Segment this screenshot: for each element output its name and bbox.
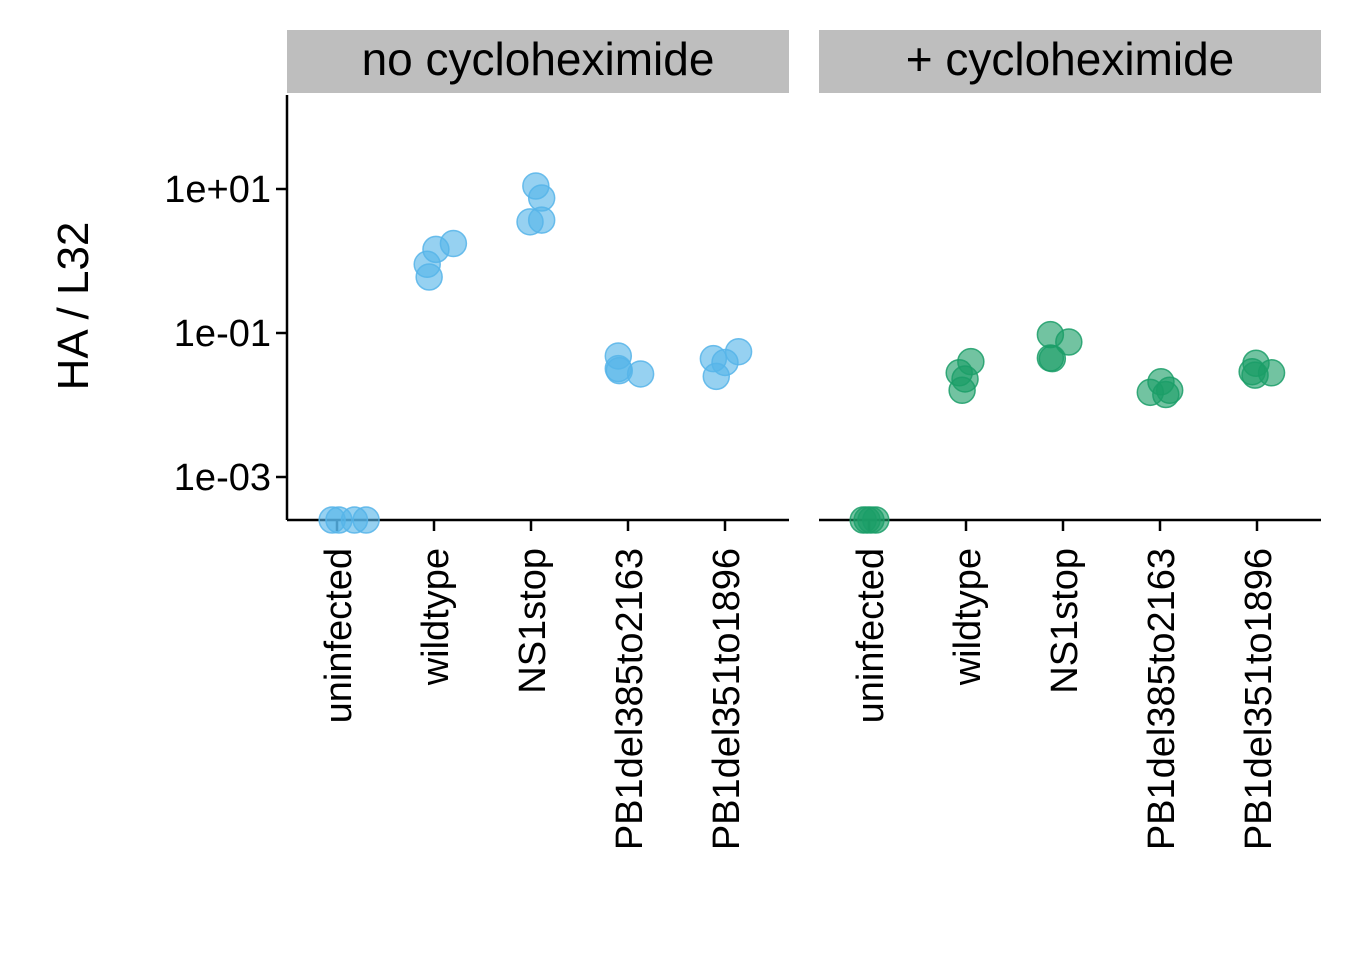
facet-strip [819, 30, 1321, 93]
y-tick-label: 1e-03 [174, 457, 271, 499]
data-point [1152, 380, 1180, 409]
x-tick-label: PB1del351to1896 [706, 548, 748, 850]
data-point [415, 263, 443, 291]
data-point [1055, 328, 1083, 356]
y-axis-label: HA / L32 [49, 222, 98, 391]
x-tick-label: PB1del385to2163 [609, 548, 651, 850]
y-tick-label: 1e-01 [174, 313, 271, 355]
x-tick-label: NS1stop [512, 548, 554, 694]
data-point [439, 229, 468, 258]
x-tick-label: PB1del385to2163 [1141, 548, 1183, 850]
facet-strip [287, 30, 789, 93]
x-tick-label: wildtype [947, 548, 989, 686]
data-point [325, 506, 353, 534]
data-point [516, 208, 544, 236]
facet-panel: + cycloheximide uninfected wildtype NS1stop… [819, 30, 1321, 850]
facet-panel: no cycloheximide 1e+01 1e-01 1e-03 uninfecte… [164, 30, 789, 850]
data-point [1038, 344, 1067, 373]
x-tick-label: PB1del351to1896 [1238, 548, 1280, 850]
x-tick-label: uninfected [850, 548, 892, 723]
x-tick-label: NS1stop [1044, 548, 1086, 694]
x-tick-label: uninfected [318, 548, 360, 723]
data-point [948, 376, 976, 405]
facet-strip-title: no cycloheximide [362, 33, 715, 85]
facet-strip-title: + cycloheximide [906, 33, 1235, 85]
data-point [626, 360, 655, 388]
data-point [1241, 361, 1269, 389]
x-tick-label: wildtype [415, 548, 457, 686]
y-tick-label: 1e+01 [164, 169, 271, 211]
facet-panels: no cycloheximide 1e+01 1e-01 1e-03 uninfecte… [164, 30, 1321, 850]
data-point [702, 362, 731, 391]
data-point [862, 506, 890, 534]
